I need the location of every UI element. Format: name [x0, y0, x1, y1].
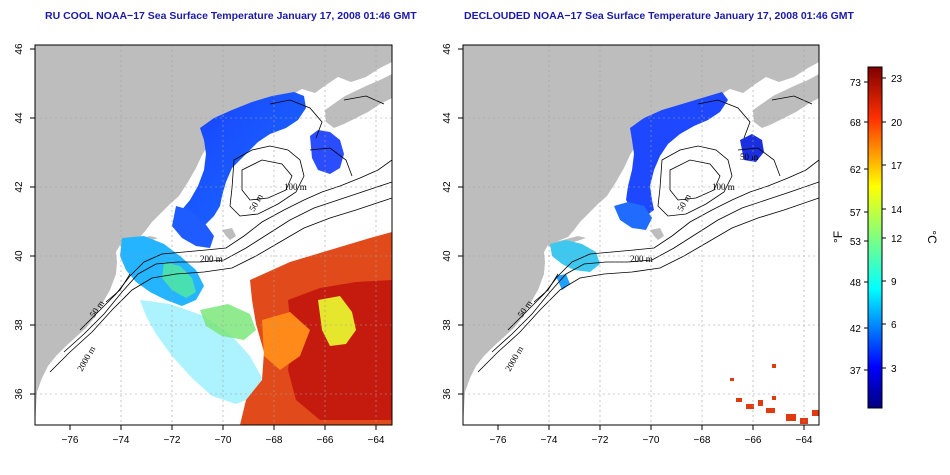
right-lat-labels: 36 38 40 42 44 46: [442, 43, 453, 400]
right-lat-tick-label: 44: [442, 112, 453, 124]
temperature-colorbar: 73 68 62 57 53 48 42 37 23 20 17 14 12 9…: [831, 66, 939, 409]
right-lon-tick-label: −76: [490, 435, 507, 446]
colorbar-celsius-labels: 23 20 17 14 12 9 6 3: [891, 74, 903, 375]
right-lat-tick-label: 46: [442, 43, 453, 55]
fahrenheit-tick-label: 42: [850, 324, 862, 335]
right-contour-label-50m-georges: 50 m: [740, 152, 758, 162]
fahrenheit-tick-label: 57: [850, 208, 862, 219]
left-axis-ticks: [30, 48, 377, 430]
right-map-frame: [462, 44, 820, 426]
right-contour-label-200m: 200 m: [630, 254, 653, 264]
left-sst-mid-atlantic-green: [162, 262, 196, 298]
right-cape-cod: [650, 228, 664, 240]
right-contour-label-2000m: 2000 m: [503, 344, 525, 373]
fahrenheit-tick-label: 73: [850, 78, 862, 89]
left-lon-tick-label: −66: [317, 435, 334, 446]
left-lon-tick-label: −70: [215, 435, 232, 446]
left-sst-georges-bank: [310, 130, 344, 174]
left-contour-label-100m: 100 m: [284, 182, 307, 192]
celsius-tick-label: 20: [891, 118, 903, 129]
left-map-panel: 100 m 50 m 200 m 50 m 2000 m −76 −74 −72…: [14, 43, 393, 446]
left-lon-tick-label: −74: [113, 435, 130, 446]
left-lon-tick-label: −64: [368, 435, 385, 446]
right-lon-tick-label: −74: [541, 435, 558, 446]
right-lon-labels: −76 −74 −72 −70 −68 −66 −64: [490, 435, 813, 446]
left-sst-warm-yellow: [318, 296, 356, 346]
fahrenheit-tick-label: 53: [850, 237, 862, 248]
celsius-tick-label: 9: [891, 277, 897, 288]
right-contour-label-100m: 100 m: [712, 182, 735, 192]
colorbar-ticks: [864, 77, 886, 371]
left-lat-tick-label: 44: [14, 112, 25, 124]
fahrenheit-tick-label: 48: [850, 278, 862, 289]
right-sst-georges-bank: [740, 134, 764, 162]
left-lat-tick-label: 38: [14, 319, 25, 331]
left-sst-gulf-of-maine: [180, 92, 306, 228]
fahrenheit-tick-label: 37: [850, 366, 862, 377]
left-nova-scotia: [325, 74, 392, 128]
right-sst-gulf-of-maine: [626, 92, 728, 216]
left-lat-tick-label: 46: [14, 43, 25, 55]
right-lon-tick-label: −70: [643, 435, 660, 446]
left-lat-tick-label: 40: [14, 250, 25, 262]
celsius-tick-label: 6: [891, 320, 897, 331]
left-lon-labels: −76 −74 −72 −70 −68 −66 −64: [62, 435, 385, 446]
right-sst-southern-new-england: [614, 202, 652, 230]
celsius-tick-label: 14: [891, 205, 903, 216]
celsius-tick-label: 23: [891, 74, 903, 85]
right-nova-scotia: [753, 74, 819, 128]
left-contour-label-50m-north: 50 m: [247, 192, 265, 213]
left-sst-scattered-green: [200, 304, 256, 340]
left-lat-tick-label: 36: [14, 388, 25, 400]
right-lon-tick-label: −72: [592, 435, 609, 446]
colorbar-celsius-unit: °C: [925, 230, 939, 244]
right-land: [463, 45, 819, 425]
left-lat-labels: 36 38 40 42 44 46: [14, 43, 25, 400]
right-lon-tick-label: −66: [745, 435, 762, 446]
right-bathymetry-contours: [477, 95, 819, 373]
right-lat-tick-label: 42: [442, 181, 453, 193]
left-sst-southern-new-england: [172, 206, 214, 248]
celsius-tick-label: 3: [891, 364, 897, 375]
left-contour-label-2000m: 2000 m: [75, 344, 97, 373]
right-contour-label-50m-north: 50 m: [675, 192, 693, 213]
left-sst-scatter-cyan: [140, 300, 262, 404]
fahrenheit-tick-label: 62: [850, 165, 862, 176]
colorbar-fahrenheit-unit: °F: [831, 231, 845, 243]
colorbar-fahrenheit-labels: 73 68 62 57 53 48 42 37: [850, 78, 862, 377]
left-cape-cod: [222, 228, 236, 240]
left-lon-tick-label: −68: [266, 435, 283, 446]
left-map-frame: [34, 44, 393, 426]
left-bathymetry-contours: [49, 95, 392, 373]
left-land: [35, 45, 392, 425]
left-sst-warm-red: [288, 280, 392, 420]
right-axis-ticks: [458, 48, 805, 430]
left-sst-mid-atlantic: [120, 236, 204, 306]
fahrenheit-tick-label: 68: [850, 118, 862, 129]
left-lat-tick-label: 42: [14, 181, 25, 193]
left-lon-tick-label: −76: [62, 435, 79, 446]
celsius-tick-label: 17: [891, 161, 903, 172]
right-panel-title: DECLOUDED NOAA−17 Sea Surface Temperatur…: [464, 10, 854, 22]
left-contour-label-200m: 200 m: [200, 254, 223, 264]
left-gridlines: [35, 45, 392, 425]
right-lat-tick-label: 40: [442, 250, 453, 262]
colorbar-gradient: [867, 66, 883, 409]
right-lat-tick-label: 38: [442, 319, 453, 331]
right-map-panel: 100 m 50 m 200 m 50 m 2000 m 50 m −76 −7…: [442, 43, 820, 446]
right-lat-tick-label: 36: [442, 388, 453, 400]
left-panel-title: RU COOL NOAA−17 Sea Surface Temperature …: [45, 10, 417, 22]
right-lon-tick-label: −68: [694, 435, 711, 446]
celsius-tick-label: 12: [891, 234, 903, 245]
right-lon-tick-label: −64: [796, 435, 813, 446]
right-gridlines: [463, 45, 819, 425]
left-lon-tick-label: −72: [164, 435, 181, 446]
